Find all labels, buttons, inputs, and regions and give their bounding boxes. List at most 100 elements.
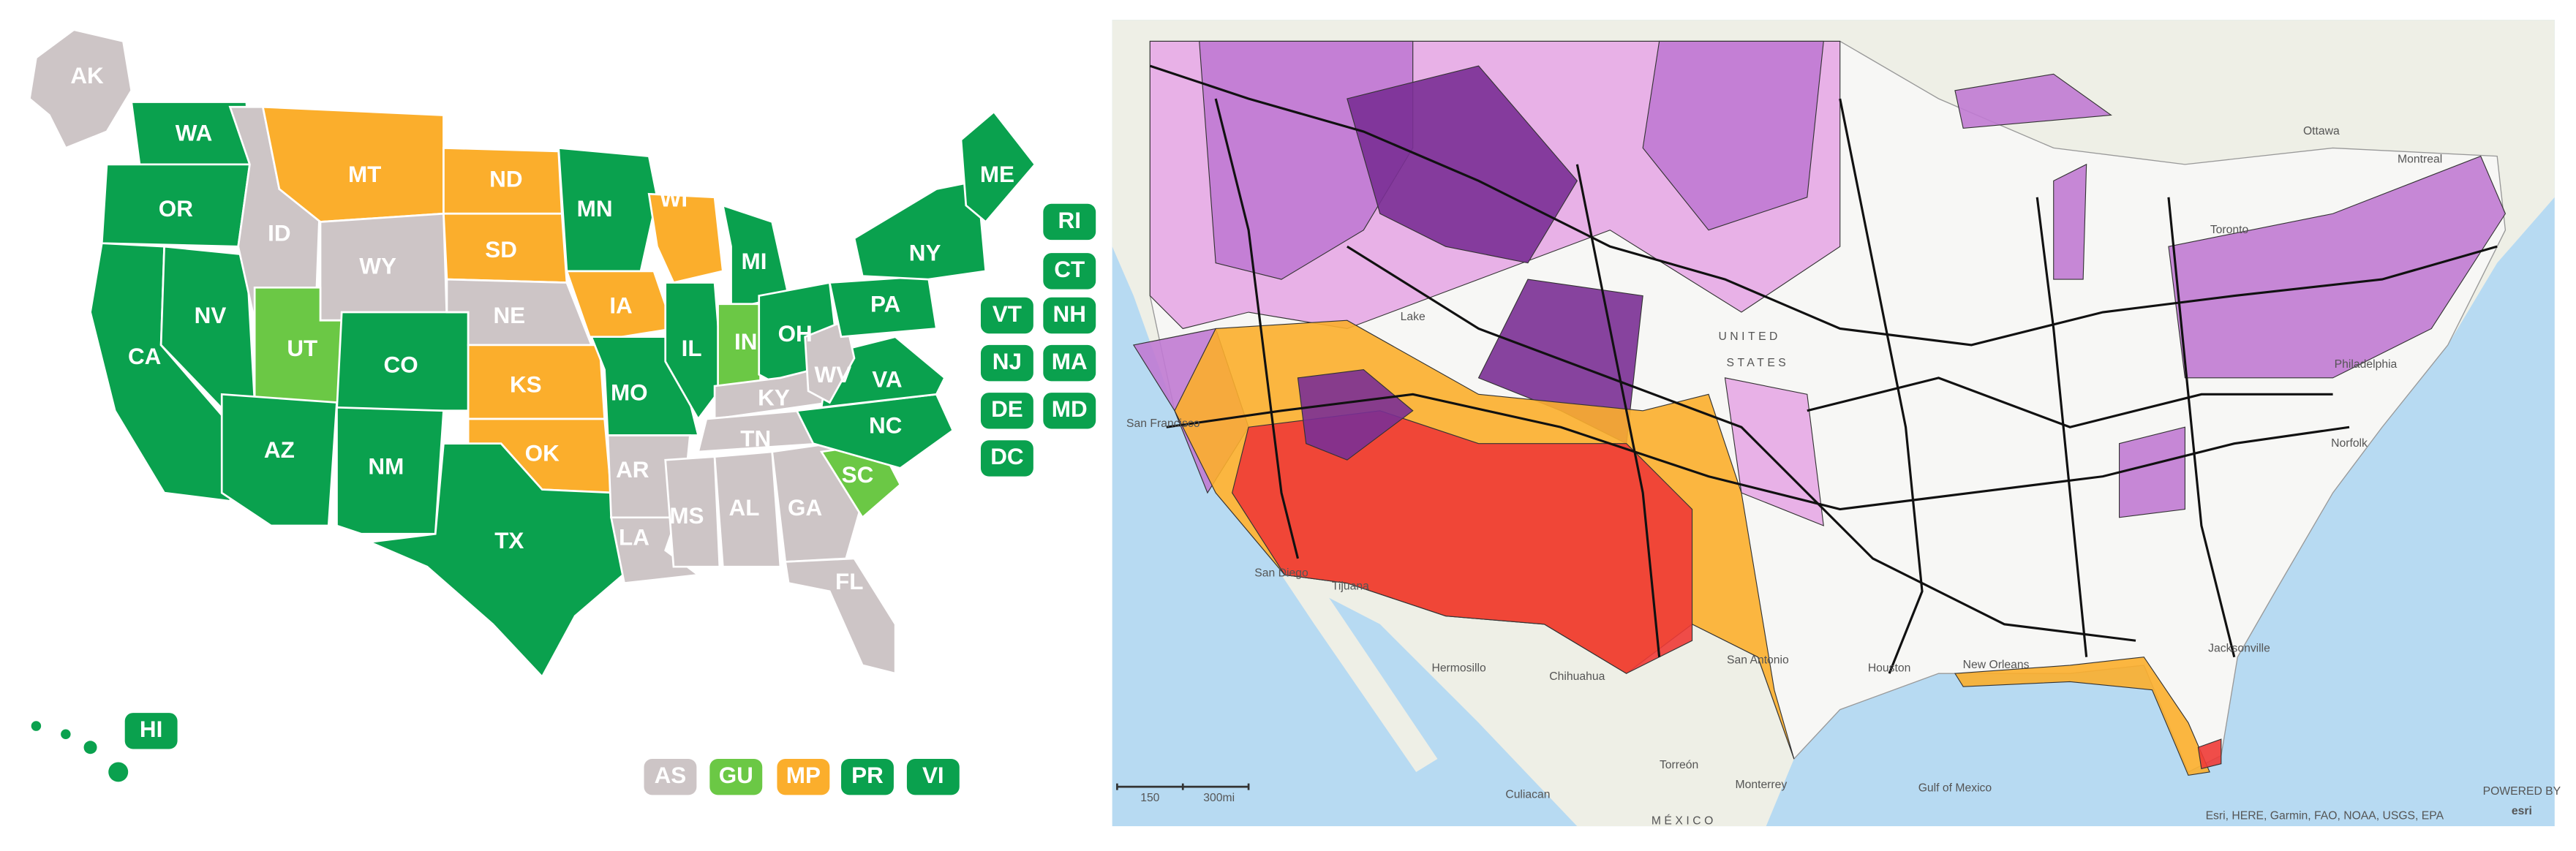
state-label: NV — [195, 303, 227, 328]
badge — [980, 393, 1033, 429]
state-label: WY — [359, 254, 396, 279]
badge-label: VI — [922, 763, 944, 788]
place-label: Jacksonville — [2208, 643, 2270, 655]
place-label: Chihuahua — [1549, 670, 1605, 683]
place-label: Montreal — [2398, 153, 2442, 165]
state-label: WA — [176, 121, 213, 146]
state-label: OR — [159, 196, 193, 222]
badge — [777, 758, 830, 795]
reference-map: UNITED STATES MÉXICO San Francisco San Diego… — [1112, 20, 2561, 827]
badge-label: MA — [1052, 349, 1088, 374]
logo: esri — [2512, 805, 2532, 817]
badge-label: PR — [851, 763, 884, 788]
state-label: MO — [611, 380, 648, 406]
state-label: MI — [742, 249, 767, 274]
place-label: Norfolk — [2331, 437, 2368, 450]
state-label: UT — [287, 336, 317, 361]
state-label: MS — [669, 503, 704, 529]
state-label: TX — [494, 528, 524, 553]
risk-area — [1724, 377, 1824, 526]
island — [83, 741, 97, 754]
state-label: TN — [740, 426, 771, 452]
state-label: GA — [788, 495, 822, 521]
risk-area — [1954, 657, 2210, 776]
badge-label: GU — [719, 763, 753, 788]
state-shape — [557, 146, 658, 273]
state-shape — [713, 450, 782, 568]
island — [61, 729, 71, 740]
state-label: MT — [348, 162, 381, 187]
badge-label: DC — [990, 444, 1023, 469]
state-label: NM — [368, 454, 404, 480]
badge-label: NH — [1053, 301, 1086, 327]
risk-area — [2168, 155, 2507, 379]
state-label: AR — [616, 457, 649, 483]
badge — [709, 758, 763, 795]
state-label: ME — [980, 162, 1014, 187]
transmission-line — [1839, 98, 1924, 674]
state-label: KS — [510, 371, 542, 397]
risk-area — [1954, 73, 2112, 129]
state-label: AZ — [264, 437, 295, 463]
state-shape — [336, 406, 445, 535]
place-label: New Orleans — [1963, 659, 2030, 671]
state-label: OK — [525, 441, 560, 466]
badge — [124, 713, 178, 749]
state-label: OH — [778, 321, 813, 347]
state-label: KY — [758, 385, 790, 410]
state-label: IL — [682, 336, 702, 361]
logo-caption: POWERED BY — [2483, 785, 2561, 798]
state-label: SC — [842, 462, 874, 488]
badge — [980, 297, 1033, 334]
transmission-line — [1149, 64, 2498, 347]
state-label: AK — [70, 63, 104, 88]
badge — [644, 758, 697, 795]
risk-area — [1642, 40, 1824, 231]
badge — [1043, 393, 1096, 429]
state-label: WV — [814, 362, 851, 387]
state-shape — [853, 179, 987, 281]
place-label: Tijuana — [1332, 580, 1369, 592]
badge-label: HI — [140, 716, 162, 742]
state-label: SD — [485, 237, 517, 262]
state-shape — [647, 192, 724, 284]
badge-label: DE — [991, 396, 1023, 422]
state-label: PA — [870, 291, 900, 317]
risk-area — [2197, 738, 2222, 770]
badge-label: AS — [655, 763, 687, 788]
place-label: Philadelphia — [2335, 358, 2398, 371]
badge — [980, 344, 1033, 382]
state-label: NC — [869, 413, 902, 439]
badge-label: MD — [1052, 396, 1088, 422]
place-label: MÉXICO — [1652, 813, 1717, 827]
badge — [980, 440, 1033, 477]
state-label: IN — [734, 329, 757, 355]
scale-label: 300mi — [1203, 792, 1235, 804]
state-label: IA — [609, 293, 632, 319]
transmission-line — [1807, 377, 2333, 428]
transmission-line — [2035, 197, 2088, 657]
risk-area — [1232, 410, 1693, 674]
state-shape — [220, 393, 338, 527]
place-label: STATES — [1727, 357, 1790, 369]
place-label: Toronto — [2210, 224, 2249, 236]
badge — [1043, 297, 1096, 334]
transmission-line — [1575, 164, 1661, 657]
badge-label: VT — [993, 301, 1022, 327]
state-shape — [664, 281, 724, 421]
place-label: Monterrey — [1736, 779, 1788, 791]
scale-label: 150 — [1140, 792, 1159, 804]
state-label: VA — [872, 367, 902, 393]
badge — [1043, 253, 1096, 290]
badge-label: CT — [1054, 257, 1085, 282]
risk-area — [1347, 65, 1578, 264]
state-label: FL — [835, 569, 863, 594]
state-shape — [366, 442, 634, 678]
place-label: Torreón — [1660, 759, 1698, 771]
state-shape — [960, 110, 1036, 224]
place-label: Houston — [1868, 662, 1911, 675]
risk-area — [2119, 426, 2185, 518]
place-label: San Diego — [1254, 567, 1308, 579]
island — [108, 762, 129, 782]
